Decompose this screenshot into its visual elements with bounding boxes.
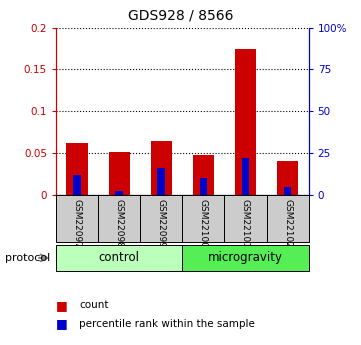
Text: ■: ■ [56, 299, 68, 312]
Bar [225, 195, 266, 242]
Text: microgravity: microgravity [208, 252, 283, 264]
Text: protocol: protocol [5, 253, 51, 263]
Text: count: count [79, 300, 109, 310]
Bar [157, 168, 165, 195]
Bar [151, 141, 172, 195]
Text: GSM22100: GSM22100 [199, 199, 208, 248]
Bar [56, 245, 182, 271]
Bar [277, 161, 298, 195]
Text: percentile rank within the sample: percentile rank within the sample [79, 319, 255, 328]
Text: GSM22101: GSM22101 [241, 199, 250, 248]
Text: GSM22098: GSM22098 [115, 199, 123, 248]
Bar [242, 158, 249, 195]
Bar [200, 178, 207, 195]
Text: GSM22099: GSM22099 [157, 199, 166, 248]
Bar [115, 191, 123, 195]
Text: GDS928 / 8566: GDS928 / 8566 [128, 9, 233, 23]
Bar [66, 143, 87, 195]
Text: GSM22102: GSM22102 [283, 199, 292, 247]
Bar [193, 155, 214, 195]
Bar [235, 49, 256, 195]
Bar [284, 187, 291, 195]
Bar [266, 195, 309, 242]
Bar [182, 195, 225, 242]
Bar [140, 195, 182, 242]
Bar [73, 175, 81, 195]
Text: GSM22097: GSM22097 [73, 199, 82, 248]
Text: ■: ■ [56, 317, 68, 330]
Bar [56, 195, 98, 242]
Bar [182, 245, 309, 271]
Bar [109, 152, 130, 195]
Text: control: control [99, 252, 140, 264]
Bar [98, 195, 140, 242]
